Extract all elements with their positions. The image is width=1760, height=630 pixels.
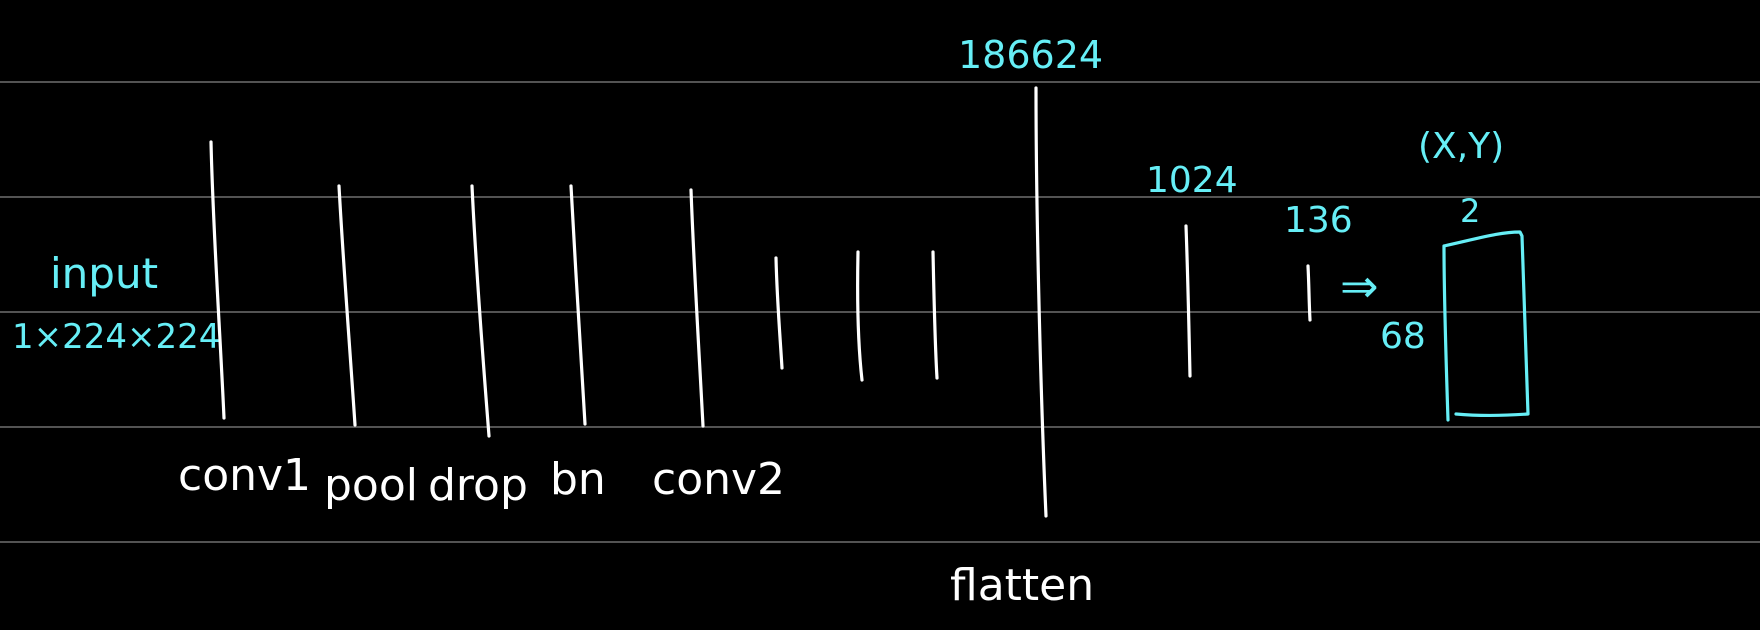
dense-136-label: 136: [1284, 200, 1353, 241]
input-shape: 1×224×224: [12, 317, 220, 357]
output-width-label: 2: [1460, 192, 1480, 230]
dense-136-layer-line: [1306, 264, 1312, 322]
flatten-layer-line: [1034, 86, 1048, 518]
conv-layer-line-small-1: [774, 256, 784, 370]
ruled-lines: [0, 81, 1760, 543]
bn-label: bn: [550, 454, 606, 505]
implies-arrow-icon: ⇒: [1340, 259, 1379, 313]
conv1-layer-line: [209, 140, 226, 420]
pool-layer-line: [337, 184, 357, 427]
conv1-label: conv1: [178, 450, 311, 501]
flatten-size-label: 186624: [958, 33, 1103, 77]
output-height-label: 68: [1380, 316, 1426, 357]
output-coord-label: (X,Y): [1418, 126, 1504, 167]
layer-lines: [209, 86, 1312, 518]
drop-layer-line: [470, 184, 491, 438]
conv-layer-line-small-2: [856, 250, 864, 382]
conv2-layer-line: [689, 188, 705, 428]
conv-layer-line-small-3: [931, 250, 939, 380]
drop-label: drop: [428, 460, 528, 511]
bn-layer-line: [569, 184, 587, 426]
flatten-label: flatten: [950, 560, 1094, 611]
pool-label: pool: [324, 460, 418, 511]
dense-1024-label: 1024: [1146, 160, 1238, 201]
dense-1024-layer-line: [1184, 224, 1192, 378]
input-label: input: [50, 249, 158, 298]
output-box: [1442, 230, 1530, 422]
conv2-label: conv2: [652, 454, 785, 505]
